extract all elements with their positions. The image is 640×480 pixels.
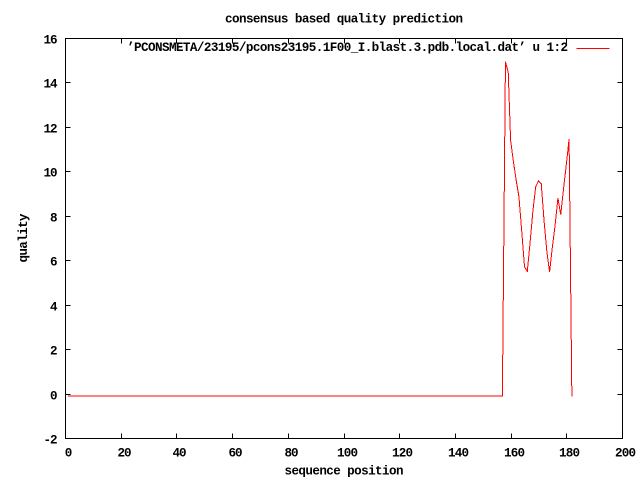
svg-text:2: 2	[50, 345, 58, 359]
svg-text:80: 80	[285, 447, 299, 461]
svg-text:0: 0	[50, 390, 58, 404]
svg-text:12: 12	[44, 123, 58, 137]
svg-text:160: 160	[504, 447, 525, 461]
svg-text:10: 10	[44, 167, 58, 181]
svg-text:6: 6	[50, 256, 58, 270]
svg-text:’PCONSMETA/23195/pcons23195.1F: ’PCONSMETA/23195/pcons23195.1F00_I.blast…	[127, 41, 568, 55]
svg-text:14: 14	[44, 78, 58, 92]
svg-text:180: 180	[559, 447, 580, 461]
svg-text:40: 40	[173, 447, 187, 461]
svg-text:20: 20	[118, 447, 132, 461]
svg-text:120: 120	[392, 447, 413, 461]
svg-text:100: 100	[337, 447, 358, 461]
svg-text:4: 4	[50, 301, 58, 315]
svg-text:0: 0	[65, 447, 73, 461]
svg-text:quality: quality	[17, 213, 31, 262]
svg-text:-2: -2	[44, 434, 58, 448]
svg-text:140: 140	[448, 447, 469, 461]
svg-text:200: 200	[615, 447, 636, 461]
svg-text:consensus based quality predic: consensus based quality prediction	[225, 13, 463, 27]
svg-text:60: 60	[229, 447, 243, 461]
svg-text:8: 8	[50, 212, 58, 226]
svg-text:16: 16	[44, 34, 58, 48]
svg-text:sequence position: sequence position	[285, 465, 404, 479]
